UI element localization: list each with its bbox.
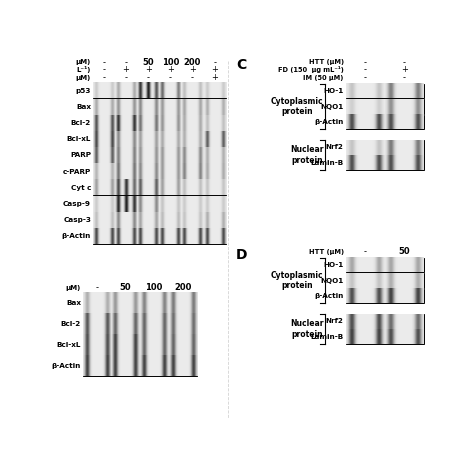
Bar (92, 115, 226, 131)
Bar (92, 164, 226, 179)
Text: β-Actin: β-Actin (62, 233, 91, 239)
Text: β-Actin: β-Actin (52, 363, 81, 369)
Text: Casp-9: Casp-9 (63, 201, 91, 207)
Bar (82, 356, 197, 376)
Text: p53: p53 (76, 88, 91, 94)
Bar (92, 99, 226, 115)
Text: μM): μM) (66, 285, 81, 291)
Text: Bcl-xL: Bcl-xL (56, 342, 81, 348)
Bar (346, 115, 423, 129)
Text: +: + (401, 65, 408, 74)
Text: Nrf2: Nrf2 (326, 319, 344, 324)
Bar (346, 289, 423, 303)
Text: +: + (189, 65, 196, 74)
Text: +: + (145, 65, 152, 74)
Text: +: + (167, 65, 174, 74)
Text: Bax: Bax (66, 301, 81, 306)
Text: C: C (236, 58, 246, 73)
Text: -: - (102, 73, 105, 82)
Text: NQO1: NQO1 (320, 103, 344, 109)
Text: -: - (402, 58, 406, 67)
Text: Bax: Bax (76, 104, 91, 110)
Bar (92, 132, 226, 147)
Text: -: - (402, 73, 406, 82)
Bar (92, 180, 226, 195)
Text: μM): μM) (76, 75, 91, 81)
Text: -: - (364, 247, 367, 256)
Text: L⁻¹): L⁻¹) (77, 66, 91, 73)
Text: Bcl-2: Bcl-2 (61, 321, 81, 327)
Text: -: - (95, 283, 98, 292)
Text: -: - (364, 73, 367, 82)
Text: IM (50 μM): IM (50 μM) (303, 75, 344, 81)
Bar (346, 155, 423, 170)
Bar (346, 140, 423, 155)
Text: PARP: PARP (70, 153, 91, 158)
Text: -: - (124, 73, 128, 82)
Text: Cytoplasmic
protein: Cytoplasmic protein (271, 271, 324, 290)
Text: NQO1: NQO1 (320, 278, 344, 283)
Text: -: - (364, 65, 367, 74)
Bar (92, 196, 226, 212)
Text: β-Actin: β-Actin (314, 119, 344, 125)
Text: Nrf2: Nrf2 (326, 145, 344, 150)
Text: β-Actin: β-Actin (314, 293, 344, 299)
Text: FD (150  μg mL⁻¹): FD (150 μg mL⁻¹) (278, 66, 344, 73)
Text: -: - (191, 73, 194, 82)
Text: 50: 50 (398, 247, 410, 256)
Text: Nuclear
protein: Nuclear protein (290, 319, 324, 339)
Text: Casp-3: Casp-3 (63, 217, 91, 223)
Text: HTT (μM): HTT (μM) (309, 249, 344, 255)
Bar (82, 293, 197, 313)
Text: Cyt c: Cyt c (71, 185, 91, 191)
Text: Bcl-2: Bcl-2 (71, 120, 91, 126)
Text: -: - (102, 58, 105, 67)
Text: -: - (213, 58, 216, 67)
Text: Lamin-B: Lamin-B (310, 334, 344, 340)
Text: -: - (146, 73, 150, 82)
Text: μM): μM) (76, 59, 91, 65)
Bar (82, 335, 197, 355)
Text: -: - (124, 58, 128, 67)
Bar (346, 84, 423, 99)
Bar (346, 99, 423, 114)
Text: HO-1: HO-1 (323, 262, 344, 268)
Text: HTT (μM): HTT (μM) (309, 59, 344, 65)
Text: -: - (364, 58, 367, 67)
Text: Cytoplasmic
protein: Cytoplasmic protein (271, 97, 324, 116)
Bar (92, 148, 226, 163)
Text: D: D (236, 248, 247, 262)
Text: Nuclear
protein: Nuclear protein (290, 146, 324, 165)
Text: 100: 100 (146, 283, 163, 292)
Text: 50: 50 (142, 58, 154, 67)
Text: +: + (122, 65, 129, 74)
Bar (346, 273, 423, 288)
Text: 200: 200 (174, 283, 191, 292)
Text: 50: 50 (120, 283, 131, 292)
Bar (92, 212, 226, 228)
Text: c-PARP: c-PARP (63, 169, 91, 174)
Bar (346, 258, 423, 273)
Text: -: - (169, 73, 172, 82)
Text: +: + (211, 65, 218, 74)
Text: Bcl-xL: Bcl-xL (67, 136, 91, 142)
Text: 100: 100 (162, 58, 179, 67)
Bar (346, 329, 423, 344)
Bar (346, 314, 423, 328)
Text: 200: 200 (184, 58, 201, 67)
Text: HO-1: HO-1 (323, 88, 344, 94)
Bar (92, 83, 226, 99)
Bar (82, 314, 197, 334)
Text: Lamin-B: Lamin-B (310, 160, 344, 166)
Text: +: + (211, 73, 218, 82)
Text: -: - (102, 65, 105, 74)
Bar (92, 228, 226, 244)
